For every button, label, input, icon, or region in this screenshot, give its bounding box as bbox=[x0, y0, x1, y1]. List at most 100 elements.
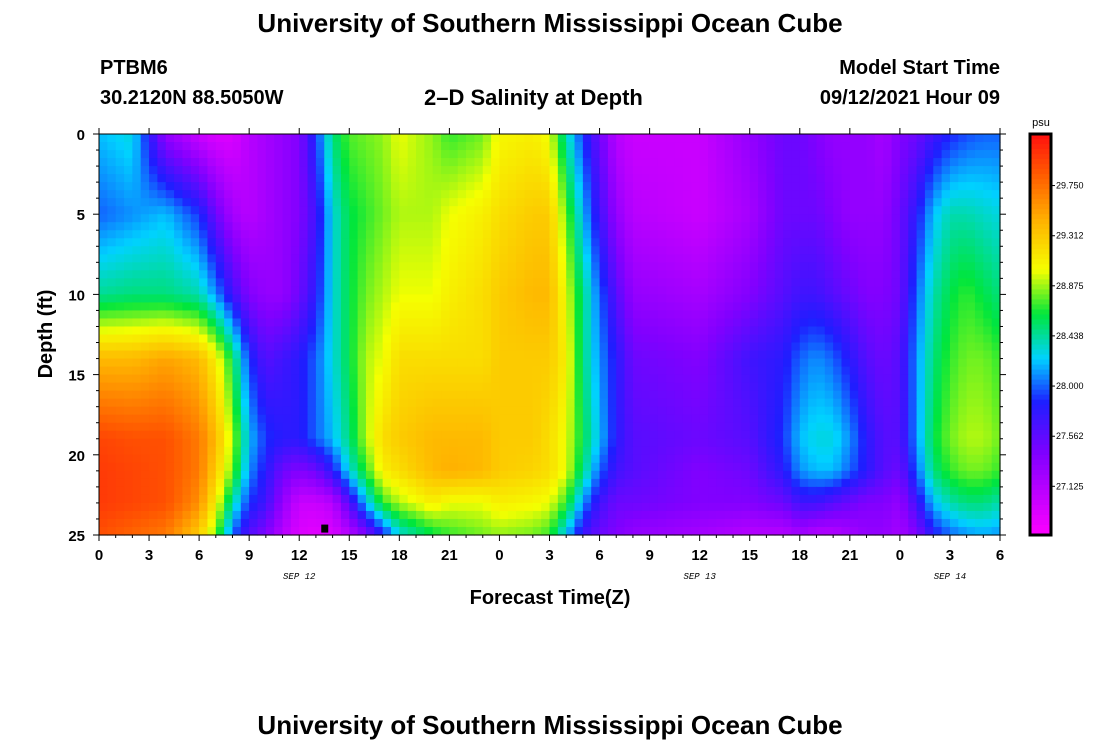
heatmap-cell bbox=[607, 430, 617, 440]
heatmap-cell bbox=[290, 478, 300, 488]
heatmap-cell bbox=[699, 382, 709, 392]
heatmap-cell bbox=[624, 238, 634, 247]
heatmap-cell bbox=[841, 342, 851, 352]
heatmap-cell bbox=[682, 182, 692, 191]
heatmap-cell bbox=[516, 358, 526, 368]
heatmap-cell bbox=[249, 366, 259, 376]
heatmap-cell bbox=[916, 342, 926, 352]
heatmap-cell bbox=[207, 478, 217, 488]
heatmap-cell bbox=[524, 174, 534, 183]
heatmap-cell bbox=[674, 486, 684, 496]
heatmap-cell bbox=[432, 374, 442, 384]
heatmap-cell bbox=[99, 270, 108, 279]
heatmap-cell bbox=[424, 478, 434, 488]
heatmap-cell bbox=[416, 358, 425, 368]
heatmap-cell bbox=[666, 158, 676, 167]
heatmap-cell bbox=[841, 142, 851, 151]
heatmap-cell bbox=[124, 166, 133, 175]
heatmap-cell bbox=[966, 390, 976, 400]
heatmap-cell bbox=[841, 246, 851, 255]
heatmap-cell bbox=[557, 438, 567, 448]
heatmap-cell bbox=[474, 414, 484, 424]
heatmap-cell bbox=[949, 406, 959, 416]
heatmap-cell bbox=[866, 454, 876, 464]
heatmap-cell bbox=[991, 446, 1001, 456]
heatmap-cell bbox=[874, 278, 884, 287]
heatmap-cell bbox=[349, 302, 359, 312]
heatmap-cell bbox=[449, 486, 459, 496]
heatmap-cell bbox=[315, 238, 325, 247]
heatmap-cell bbox=[332, 302, 342, 312]
heatmap-cell bbox=[115, 254, 125, 263]
heatmap-cell bbox=[591, 350, 601, 360]
heatmap-cell bbox=[232, 254, 242, 263]
heatmap-cell bbox=[149, 350, 158, 360]
heatmap-cell bbox=[299, 158, 309, 167]
heatmap-cell bbox=[774, 198, 784, 207]
heatmap-cell bbox=[733, 254, 742, 263]
heatmap-cell bbox=[524, 198, 534, 207]
heatmap-cell bbox=[966, 182, 976, 191]
heatmap-cell bbox=[849, 342, 859, 352]
heatmap-cell bbox=[849, 134, 859, 143]
heatmap-cell bbox=[883, 350, 893, 360]
heatmap-cell bbox=[157, 302, 167, 312]
heatmap-cell bbox=[199, 310, 209, 320]
heatmap-cell bbox=[382, 206, 392, 215]
heatmap-cell bbox=[799, 478, 809, 488]
heatmap-cell bbox=[207, 454, 217, 464]
heatmap-cell bbox=[983, 254, 993, 263]
heatmap-cell bbox=[441, 462, 450, 472]
heatmap-cell bbox=[507, 278, 517, 287]
heatmap-cell bbox=[899, 470, 909, 480]
heatmap-cell bbox=[399, 470, 409, 480]
heatmap-cell bbox=[140, 222, 150, 231]
heatmap-cell bbox=[149, 214, 158, 223]
heatmap-cell bbox=[482, 446, 492, 456]
heatmap-cell bbox=[591, 150, 601, 159]
heatmap-cell bbox=[457, 414, 467, 424]
heatmap-cell bbox=[741, 294, 751, 304]
heatmap-cell bbox=[908, 222, 918, 231]
heatmap-cell bbox=[849, 318, 859, 328]
heatmap-cell bbox=[616, 358, 626, 368]
heatmap-cell bbox=[324, 230, 334, 239]
heatmap-cell bbox=[516, 150, 526, 159]
heatmap-cell bbox=[349, 414, 359, 424]
heatmap-cell bbox=[274, 182, 284, 191]
heatmap-cell bbox=[949, 150, 959, 159]
heatmap-cell bbox=[307, 406, 317, 416]
heatmap-cell bbox=[791, 454, 801, 464]
heatmap-cell bbox=[733, 478, 742, 488]
heatmap-cell bbox=[165, 190, 175, 199]
heatmap-cell bbox=[199, 486, 209, 496]
heatmap-cell bbox=[816, 270, 826, 279]
heatmap-cell bbox=[641, 230, 651, 239]
heatmap-cell bbox=[916, 454, 926, 464]
heatmap-cell bbox=[224, 150, 234, 159]
heatmap-cell bbox=[290, 150, 300, 159]
heatmap-cell bbox=[716, 190, 726, 199]
heatmap-cell bbox=[674, 446, 684, 456]
heatmap-cell bbox=[524, 342, 534, 352]
heatmap-cell bbox=[165, 270, 175, 279]
heatmap-cell bbox=[482, 182, 492, 191]
heatmap-cell bbox=[933, 166, 943, 175]
heatmap-cell bbox=[357, 414, 367, 424]
heatmap-cell bbox=[724, 438, 734, 448]
heatmap-cell bbox=[365, 422, 375, 432]
heatmap-cell bbox=[958, 334, 968, 344]
heatmap-cell bbox=[182, 190, 192, 199]
heatmap-cell bbox=[132, 422, 142, 432]
heatmap-cell bbox=[307, 214, 317, 223]
heatmap-cell bbox=[224, 446, 234, 456]
heatmap-cell bbox=[657, 246, 667, 255]
heatmap-cell bbox=[632, 342, 642, 352]
heatmap-cell bbox=[774, 142, 784, 151]
heatmap-cell bbox=[507, 406, 517, 416]
heatmap-cell bbox=[290, 406, 300, 416]
heatmap-cell bbox=[933, 454, 943, 464]
heatmap-cell bbox=[466, 318, 476, 328]
heatmap-cell bbox=[299, 294, 309, 304]
heatmap-cell bbox=[340, 302, 350, 312]
